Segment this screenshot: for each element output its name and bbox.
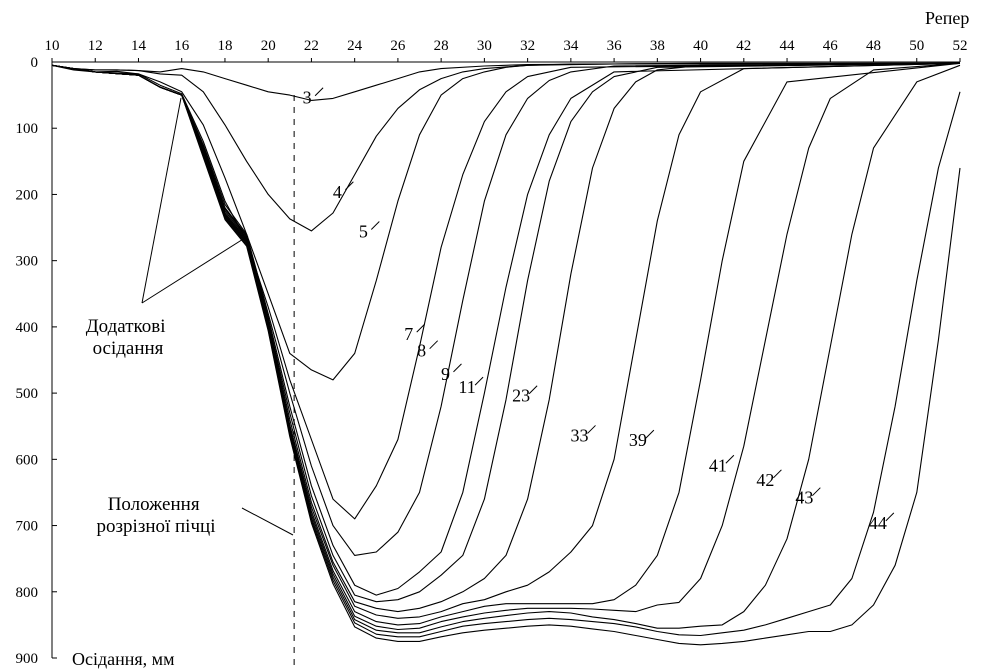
series-line-7	[51, 62, 961, 520]
series-label-leader	[345, 181, 354, 191]
series-line-8	[51, 62, 961, 556]
x-tick-label: 14	[131, 38, 147, 54]
series-label-leader	[811, 487, 821, 497]
series-label-leader	[645, 429, 655, 439]
y-tick-label: 100	[16, 121, 39, 137]
x-tick-label: 10	[45, 38, 60, 54]
y-axis: 0 100 200 300 400 500 600 700 800 900	[16, 55, 57, 667]
series-label-44: 44	[869, 513, 887, 533]
y-tick-label: 800	[16, 585, 39, 601]
series-label-leader	[885, 512, 895, 522]
x-tick-label: 52	[953, 38, 968, 54]
series-label-8: 8	[417, 341, 426, 361]
x-tick-label: 46	[823, 38, 839, 54]
series-label-leader	[370, 221, 380, 230]
x-tick-label: 32	[520, 38, 535, 54]
y-axis-title: Осідання, мм	[72, 649, 174, 669]
additional-settlement-annotation: Додаткові осідання	[86, 97, 249, 359]
x-tick-label: 38	[650, 38, 665, 54]
series-label-leader	[416, 323, 426, 333]
series-label-leader	[528, 385, 538, 395]
y-tick-label: 400	[16, 320, 39, 336]
y-tick-label: 900	[16, 651, 39, 667]
x-tick-label: 40	[693, 38, 708, 54]
series-label-3: 3	[303, 88, 312, 108]
y-tick-label: 600	[16, 452, 39, 468]
series-label-9: 9	[441, 364, 450, 384]
series-label-11: 11	[458, 377, 475, 397]
x-axis: 10 12 14 16 18 20 22 24 26 28 30 32 34 36 38 40 42 44 46 48…	[45, 38, 968, 63]
series-label-42: 42	[756, 470, 774, 490]
series-label-leaders	[314, 87, 895, 522]
series-line-42	[51, 64, 961, 634]
series-label-23: 23	[512, 386, 530, 406]
x-tick-label: 26	[390, 38, 406, 54]
x-tick-label: 50	[909, 38, 924, 54]
series-label-leader	[773, 469, 782, 479]
series-label-39: 39	[629, 430, 647, 450]
annotation-leader-line	[141, 97, 182, 304]
x-tick-label: 42	[736, 38, 751, 54]
series-line-39	[51, 62, 961, 626]
x-tick-label: 28	[434, 38, 449, 54]
series-line-44	[51, 64, 961, 646]
series-label-leader	[725, 454, 735, 464]
series-labels: 3 45 789 11 23 33 39 41 42 43 44	[303, 88, 887, 533]
series-label-33: 33	[571, 425, 589, 445]
series-label-leader	[314, 87, 324, 97]
series-label-leader	[429, 340, 439, 350]
series-label-41: 41	[709, 455, 727, 475]
series-label-7: 7	[404, 324, 413, 344]
y-tick-label: 500	[16, 386, 39, 402]
x-tick-label: 44	[780, 38, 796, 54]
series-line-3	[51, 62, 960, 101]
x-tick-label: 12	[88, 38, 103, 54]
x-axis-title: Репер	[925, 8, 969, 28]
x-tick-label: 20	[261, 38, 276, 54]
y-tick-label: 0	[31, 55, 39, 71]
y-tick-label: 300	[16, 254, 39, 270]
y-tick-label: 700	[16, 519, 39, 535]
series-label-5: 5	[359, 221, 368, 241]
series-label-43: 43	[795, 488, 813, 508]
series-line-4	[51, 62, 961, 232]
series-label-4: 4	[333, 182, 342, 202]
x-tick-label: 18	[217, 38, 232, 54]
additional-settlement-label: Додаткові осідання	[86, 316, 171, 359]
x-tick-label: 36	[607, 38, 623, 54]
settlement-curves	[51, 62, 961, 646]
x-tick-label: 30	[477, 38, 492, 54]
series-label-leader	[453, 363, 462, 373]
series-label-leader	[587, 425, 596, 434]
x-tick-label: 48	[866, 38, 881, 54]
x-tick-label: 16	[174, 38, 190, 54]
x-tick-label: 22	[304, 38, 319, 54]
series-label-leader	[474, 376, 484, 386]
x-tick-label: 24	[347, 38, 363, 54]
cut-position-annotation: Положення розрізної пічці	[97, 494, 294, 537]
cut-position-label: Положення розрізної пічці	[97, 494, 216, 537]
annotation-leader-line	[141, 235, 249, 304]
annotation-leader-line	[241, 507, 294, 536]
series-line-43	[51, 64, 961, 638]
y-tick-label: 200	[16, 187, 39, 203]
series-line-41	[51, 62, 961, 631]
x-tick-label: 34	[563, 38, 579, 54]
